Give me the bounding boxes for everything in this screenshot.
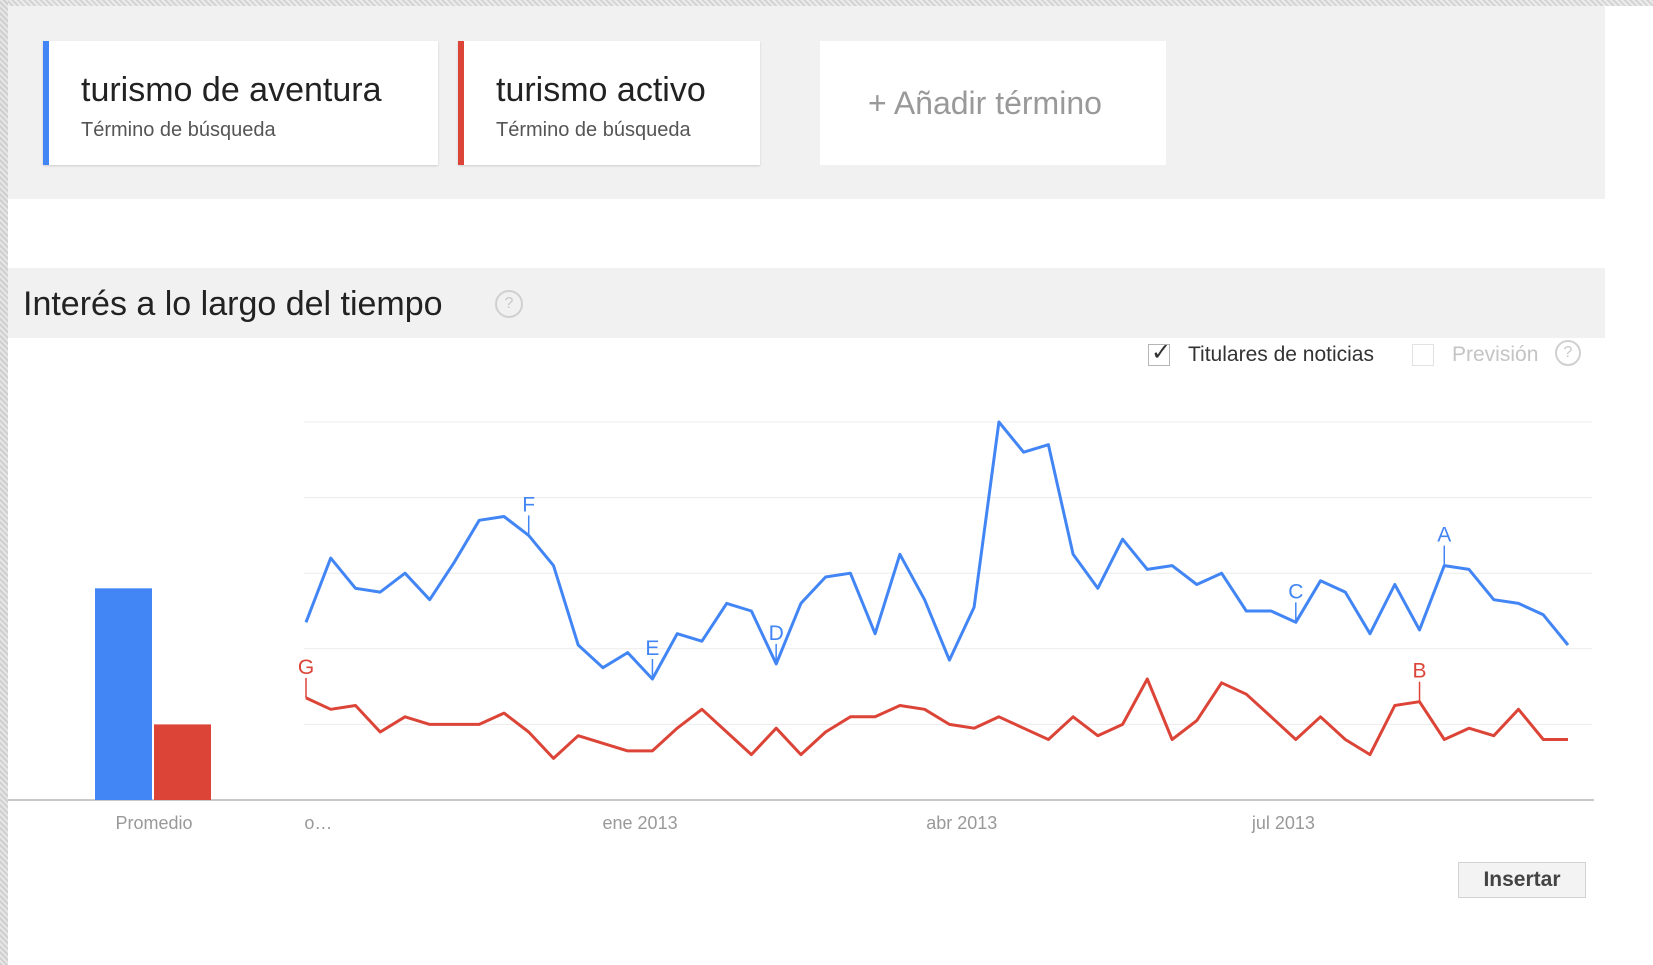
annotation-label-F: F (522, 493, 535, 516)
x-tick-label: ene 2013 (603, 813, 678, 833)
checkmark-icon: ✓ (1151, 339, 1172, 366)
annotation-label-E: E (645, 637, 659, 660)
average-bar-turismo-de-aventura (95, 588, 152, 800)
term-name: turismo activo (496, 71, 706, 109)
annotation-label-B: B (1413, 660, 1427, 683)
term-subtitle: Término de búsqueda (496, 119, 691, 141)
term-subtitle: Término de búsqueda (81, 119, 276, 141)
x-tick-label: o… (304, 813, 332, 833)
add-term-button[interactable]: + Añadir término (820, 41, 1166, 165)
series-line-turismo-de-aventura (304, 420, 1570, 681)
term-name: turismo de aventura (81, 71, 382, 109)
annotation-label-C: C (1288, 580, 1303, 603)
help-icon[interactable]: ? (495, 290, 523, 318)
x-tick-label: jul 2013 (1251, 813, 1315, 833)
forecast-help-icon[interactable]: ? (1555, 340, 1581, 366)
x-tick-label: abr 2013 (926, 813, 997, 833)
term-color-accent (458, 41, 464, 165)
average-bar-turismo-activo (154, 724, 211, 800)
interest-over-time-header: Interés a lo largo del tiempo ? (8, 268, 1605, 338)
search-terms-bar: turismo de aventura Término de búsqueda … (8, 6, 1605, 199)
news-headlines-label: Titulares de noticias (1188, 343, 1374, 366)
interest-chart: Promedio o… ene 2013 abr 2013 jul 2013 G F E D C B… (8, 420, 1594, 833)
forecast-label: Previsión (1452, 343, 1539, 366)
insert-button[interactable]: Insertar (1458, 862, 1586, 898)
annotation-label-A: A (1437, 524, 1451, 547)
add-term-label: + Añadir término (868, 85, 1102, 121)
frame-left-border (0, 0, 8, 965)
section-title: Interés a lo largo del tiempo (23, 285, 443, 323)
term-card-turismo-activo[interactable]: turismo activo Término de búsqueda (458, 41, 760, 165)
annotation-label-D: D (769, 622, 784, 645)
frame-top-border (0, 0, 1653, 6)
annotation-label-G: G (298, 656, 314, 679)
term-color-accent (43, 41, 49, 165)
term-card-turismo-de-aventura[interactable]: turismo de aventura Término de búsqueda (43, 41, 438, 165)
chart-options: ✓ Titulares de noticias Previsión ? (0, 338, 1653, 372)
bar-category-label: Promedio (115, 813, 192, 833)
forecast-checkbox[interactable] (1412, 344, 1434, 366)
series-line-turismo-activo (305, 677, 1568, 760)
news-headlines-checkbox[interactable]: ✓ (1148, 339, 1171, 366)
